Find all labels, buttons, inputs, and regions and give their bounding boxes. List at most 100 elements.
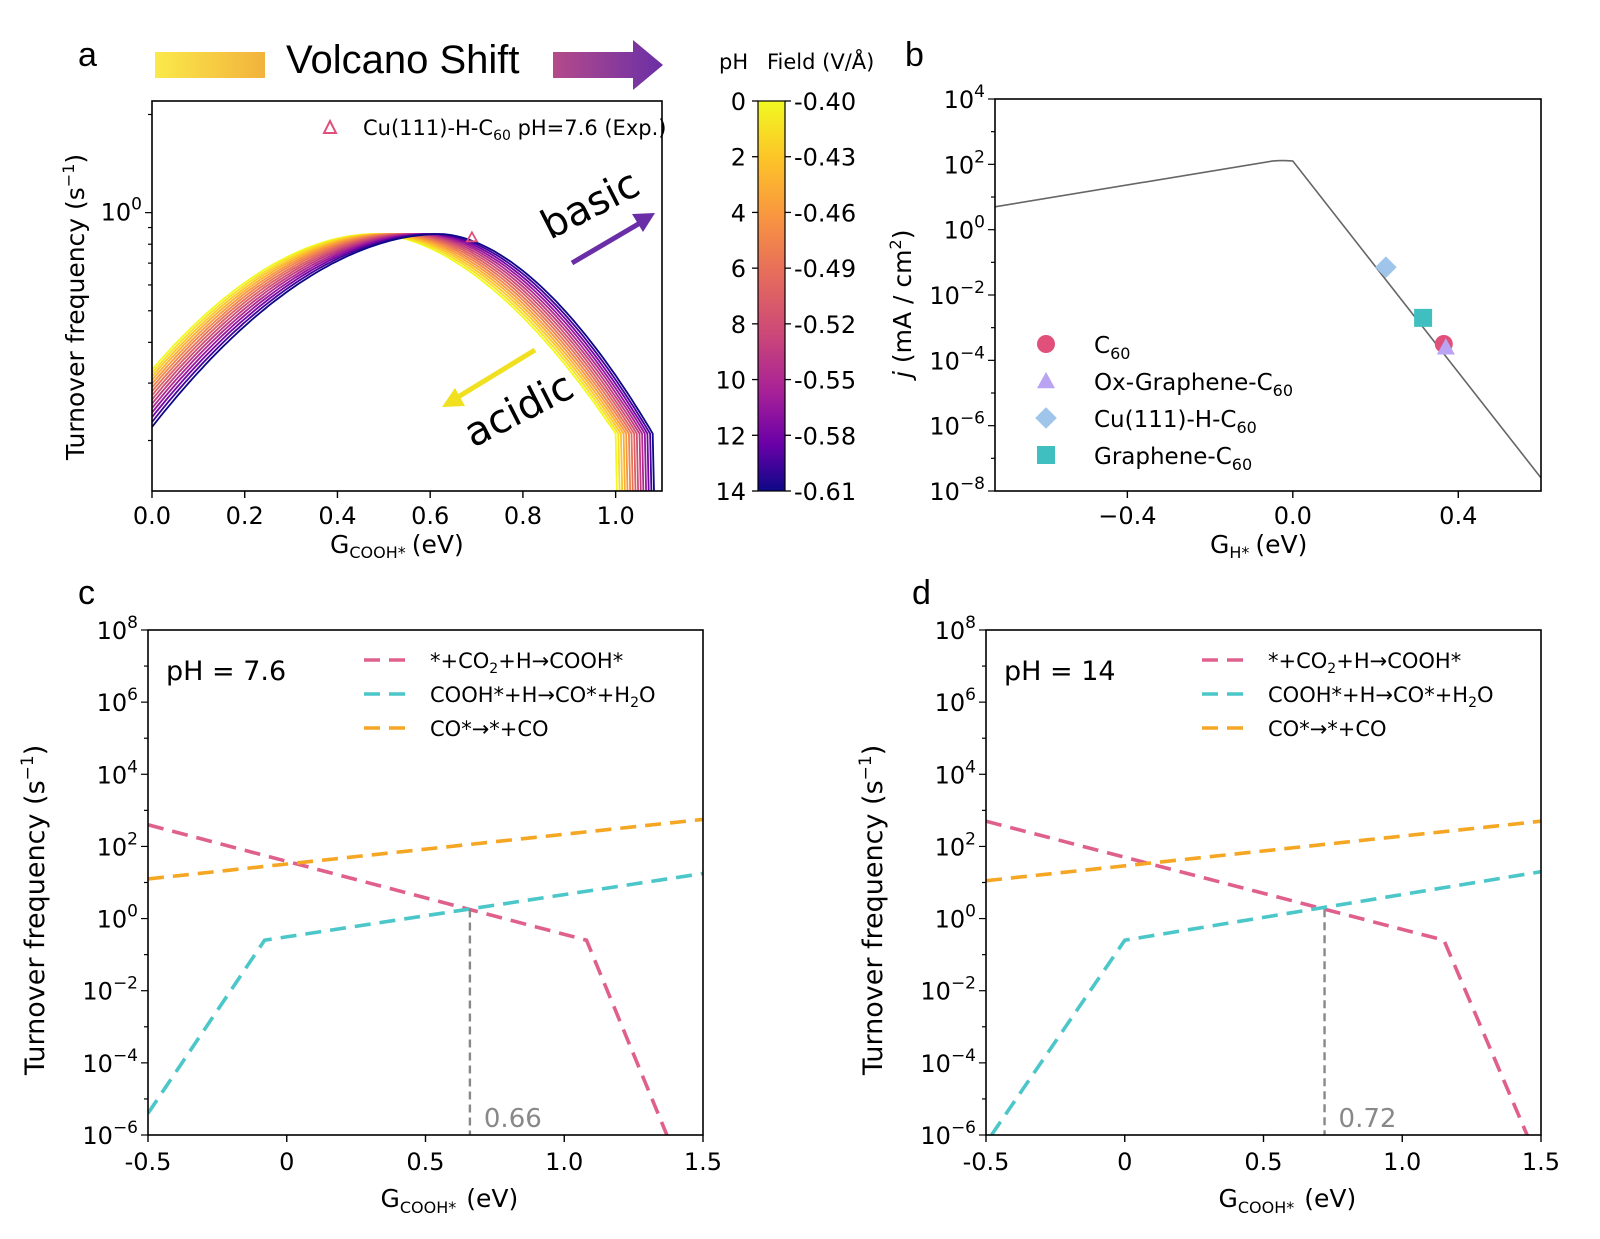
chart-a-x-tick-label: 0.0 — [133, 502, 171, 530]
chart-b-point — [1414, 308, 1433, 327]
chart-a-x-label: GCOOH* (eV) — [330, 530, 464, 562]
chart-d-y-label: Turnover frequency (s−1) — [856, 745, 889, 1076]
chart-b-legend-label: Ox-Graphene-C60 — [1094, 370, 1293, 400]
chart-d-y-tick-label: 10−6 — [920, 1118, 976, 1150]
panel-letter-a: a — [78, 36, 97, 74]
chart-d-series-line — [986, 819, 1529, 1135]
chart-c-y-label: Turnover frequency (s−1) — [18, 745, 51, 1076]
colorbar-header-field: Field (V/Å) — [767, 48, 874, 74]
chart-c-series-line — [148, 871, 703, 1115]
basic-arrowhead — [632, 213, 655, 232]
panel-letter-c: c — [78, 574, 95, 612]
chart-a-x-tick-label: 0.4 — [318, 502, 356, 530]
chart-a-series-line — [152, 233, 621, 491]
colorbar-header-ph: pH — [719, 50, 748, 74]
volcano-shift-yellow-bar — [155, 52, 265, 78]
chart-a-frame — [151, 100, 663, 492]
chart-b-y-tick-label: 10−4 — [929, 343, 985, 375]
chart-a-x-tick-label: 0.6 — [411, 502, 449, 530]
volcano-shift-purple-arrow — [553, 40, 663, 90]
chart-d-lines — [986, 819, 1541, 1135]
chart-c-y-tick-label: 10−4 — [82, 1046, 138, 1078]
chart-c-legend-label: COOH*+H→CO*+H2O — [430, 683, 656, 711]
chart-d-series-line — [990, 869, 1541, 1135]
chart-a-legend-label: Cu(111)-H-C60 pH=7.6 (Exp.) — [363, 116, 666, 144]
chart-c-y-tick-label: 102 — [97, 829, 138, 861]
chart-d-y-tick-label: 102 — [935, 829, 976, 861]
chart-c-y-tick-label: 106 — [97, 685, 138, 717]
colorbar-ph-tick-label: 6 — [731, 255, 746, 283]
chart-c-x-tick-label: -0.5 — [125, 1148, 172, 1176]
chart-a-y-label: Turnover frequency (s−1) — [59, 154, 90, 461]
chart-a-legend-marker — [322, 118, 338, 134]
chart-b-y-tick-label: 104 — [944, 82, 985, 114]
chart-b-legend: C60 Ox-Graphene-C60 Cu(111)-H-C60 Graphene-… — [1035, 333, 1293, 474]
chart-c-y-tick-label: 10−2 — [82, 974, 138, 1006]
chart-b-legend-marker — [1037, 446, 1055, 464]
chart-d-x-label: GCOOH* (eV) — [1219, 1184, 1357, 1217]
colorbar-ph-tick-label: 8 — [731, 311, 746, 339]
chart-c-lines — [148, 817, 703, 1135]
chart-d-x-tick-label: 1.0 — [1383, 1148, 1421, 1176]
chart-d-y-tick-label: 10−4 — [920, 1046, 976, 1078]
colorbar-field-tick-label: -0.61 — [794, 478, 856, 506]
colorbar-field-tick-label: -0.40 — [794, 88, 856, 116]
chart-b-y-tick-label: 10−2 — [929, 278, 985, 310]
colorbar-field-tick-label: -0.46 — [794, 199, 856, 227]
chart-a-series-line — [152, 233, 626, 491]
chart-c-y-tick-label: 104 — [97, 757, 138, 789]
colorbar-ph-tick-label: 10 — [715, 367, 746, 395]
chart-d-series-line — [986, 819, 1541, 883]
chart-d: 0.72 -0.5 0 0.5 1.0 1.5 108 106 104 102 100 10−2 10−… — [856, 613, 1560, 1217]
chart-d-y-tick-label: 106 — [935, 685, 976, 717]
chart-d-legend-label: COOH*+H→CO*+H2O — [1268, 683, 1494, 711]
chart-b-x-tick-label: 0.0 — [1274, 502, 1312, 530]
chart-a: 0.0 0.2 0.4 0.6 0.8 1.0 100 GCOOH* (eV) Turnov… — [59, 100, 666, 562]
colorbar-field-tick-label: -0.43 — [794, 144, 856, 172]
chart-b-point — [1436, 338, 1455, 355]
chart-a-data-marker — [465, 230, 479, 243]
chart-d-vline-label: 0.72 — [1339, 1104, 1397, 1134]
chart-d-y-tick-label: 104 — [935, 757, 976, 789]
colorbar-ph-tick-label: 12 — [715, 422, 746, 450]
acidic-arrow — [456, 347, 537, 400]
basic-label: basic — [534, 161, 647, 249]
chart-d-x-tick-label: -0.5 — [963, 1148, 1010, 1176]
chart-b-legend-label: C60 — [1094, 333, 1130, 363]
chart-b-x-label: GH* (eV) — [1210, 530, 1307, 562]
chart-a-title: Volcano Shift — [286, 38, 520, 82]
chart-c-series-line — [148, 823, 669, 1135]
chart-c-annotation: pH = 7.6 — [166, 656, 286, 687]
chart-b-x-tick-label: −0.4 — [1098, 502, 1156, 530]
chart-a-x-tick-label: 1.0 — [597, 502, 635, 530]
chart-b-legend-marker — [1035, 407, 1057, 429]
chart-b-volcano-curve — [994, 159, 1542, 479]
chart-d-annotation: pH = 14 — [1004, 656, 1116, 687]
panel-letter-b: b — [905, 36, 924, 74]
chart-b-y-tick-label: 100 — [944, 213, 985, 245]
colorbar-ph-tick-label: 2 — [731, 144, 746, 172]
chart-c-y-tick-label: 108 — [97, 613, 138, 645]
chart-b: −0.4 0.0 0.4 104 102 100 10−2 10−4 10−6 10−8 C60… — [886, 82, 1542, 562]
acidic-label: acidic — [457, 363, 581, 457]
chart-b-legend-marker — [1037, 372, 1055, 389]
colorbar-field-tick-label: -0.55 — [794, 367, 856, 395]
chart-d-x-tick-label: 0 — [1117, 1148, 1132, 1176]
chart-c-y-tick-label: 10−6 — [82, 1118, 138, 1150]
chart-b-y-tick-label: 10−6 — [929, 409, 985, 441]
chart-d-legend-label: *+CO2+H→COOH* — [1268, 649, 1461, 677]
chart-b-legend-marker — [1037, 335, 1055, 353]
chart-a-y-tick-label: 100 — [101, 195, 142, 227]
colorbar-ph-tick-label: 0 — [731, 88, 746, 116]
chart-b-frame — [994, 98, 1542, 492]
chart-c: 0.66 -0.5 0 0.5 1.0 1.5 108 106 104 102 100 10−2 10−… — [18, 613, 722, 1217]
chart-d-legend-label: CO*→*+CO — [1268, 717, 1387, 741]
colorbar-ticks: 0 2 4 6 8 10 12 14 -0.40 -0.43 -0.46 -0.49 -0.52 -0.5… — [715, 88, 856, 506]
chart-a-x-ticks: 0.0 0.2 0.4 0.6 0.8 1.0 — [133, 491, 635, 530]
chart-a-series-line — [152, 233, 645, 491]
chart-c-x-tick-label: 0.5 — [406, 1148, 444, 1176]
chart-a-x-tick-label: 0.2 — [226, 502, 264, 530]
chart-b-points — [1375, 256, 1455, 355]
chart-b-x-tick-label: 0.4 — [1439, 502, 1477, 530]
